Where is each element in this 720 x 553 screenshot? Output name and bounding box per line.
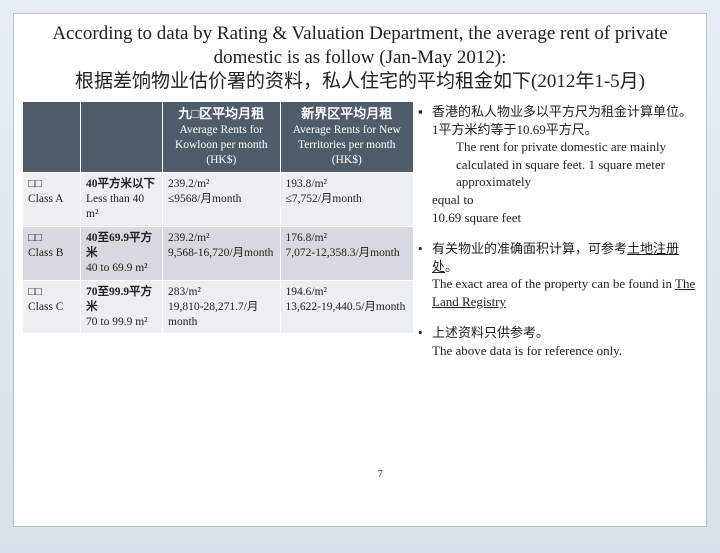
note-item: • 有关物业的准确面积计算，可参考土地注册处。 The exact area o… bbox=[418, 240, 698, 310]
header-nt: 新界区平均月租 Average Rents for New Territorie… bbox=[280, 102, 413, 173]
bullet-icon: • bbox=[418, 240, 432, 310]
bullet-icon: • bbox=[418, 324, 432, 359]
title-cn: 根据差饷物业估价署的资料，私人住宅的平均租金如下(2012年1-5月) bbox=[75, 71, 645, 92]
header-blank2 bbox=[81, 102, 163, 173]
page-title: According to data by Rating & Valuation … bbox=[14, 14, 706, 101]
table-row: □□Class C 70至99.9平方米70 to 99.9 m² 283/m²… bbox=[23, 280, 414, 334]
page-number: 7 bbox=[378, 468, 384, 480]
table-row: □□Class B 40至69.9平方米40 to 69.9 m² 239.2/… bbox=[23, 226, 414, 280]
table-row: □□Class A 40平方米以下 Less than 40 m² 239.2/… bbox=[23, 173, 414, 227]
rent-table: 九□区平均月租 Average Rents for Kowloon per mo… bbox=[22, 101, 414, 373]
note-item: ▪ 香港的私人物业多以平方尺为租金计算单位。1平方米约等于10.69平方尺。 T… bbox=[418, 103, 698, 226]
bullet-icon: ▪ bbox=[418, 103, 432, 226]
header-kowloon: 九□区平均月租 Average Rents for Kowloon per mo… bbox=[163, 102, 281, 173]
notes-panel: ▪ 香港的私人物业多以平方尺为租金计算单位。1平方米约等于10.69平方尺。 T… bbox=[418, 101, 698, 373]
header-blank1 bbox=[23, 102, 81, 173]
title-en: According to data by Rating & Valuation … bbox=[52, 23, 667, 68]
note-item: • 上述资料只供参考。 The above data is for refere… bbox=[418, 324, 698, 359]
